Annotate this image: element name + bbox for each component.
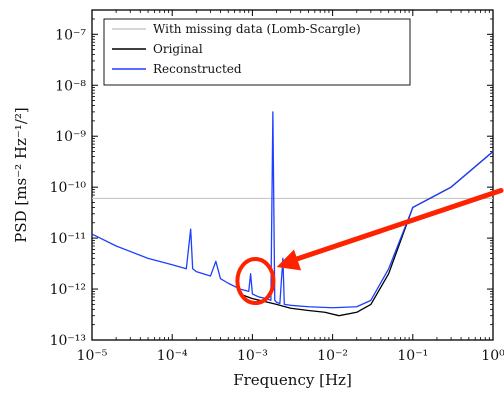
y-tick-label: 10⁻⁷ [55,27,86,43]
plot-frame [91,9,494,341]
legend: With missing data (Lomb-Scargle) Original… [103,18,411,86]
y-tick-label: 10⁻⁸ [55,78,86,94]
series-line-3 [92,111,493,309]
y-tick-label: 10⁻¹⁰ [50,180,87,196]
x-tick-label: 10⁻¹ [397,348,428,364]
x-tick-label: 10⁰ [481,348,504,364]
x-tick-label: 10⁻⁴ [157,348,188,364]
annotation-circle [235,257,276,306]
x-tick-label: 10⁻² [317,348,348,364]
annotation-arrow [288,187,504,264]
y-axis-title: PSD [ms⁻² Hz⁻¹/²] [12,107,30,242]
y-tick-label: 10⁻¹¹ [50,231,86,247]
series-group [92,111,493,317]
legend-label-2: Original [153,42,203,56]
x-tick-label: 10⁻⁵ [77,348,108,364]
plot-area: 10⁻⁵ 10⁻⁴ 10⁻³ 10⁻² 10⁻¹ 10⁰ 10⁻¹³ 10⁻¹² 10⁻¹¹ 10… [12,9,504,389]
legend-label-3: Reconstructed [153,62,242,76]
x-axis-title: Frequency [Hz] [233,371,352,389]
legend-label-1: With missing data (Lomb-Scargle) [153,22,361,36]
legend-box [103,18,411,86]
annotation-arrowhead [276,249,302,271]
y-tick-label: 10⁻⁹ [55,129,86,145]
x-tick-label: 10⁻³ [237,348,268,364]
y-tick-label: 10⁻¹² [50,282,86,298]
y-tick-label: 10⁻¹³ [50,333,86,349]
